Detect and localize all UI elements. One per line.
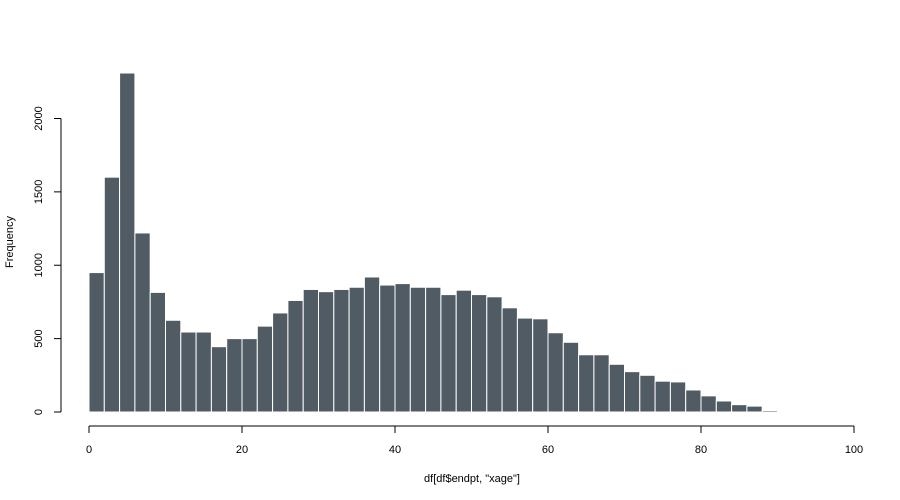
histogram-bar: [685, 389, 702, 413]
histogram-bar: [639, 374, 656, 413]
histogram-bar: [333, 288, 350, 413]
histogram-bar: [149, 291, 166, 413]
histogram-bar: [547, 332, 564, 413]
histogram-bar: [501, 307, 518, 413]
histogram-bar: [287, 299, 304, 413]
histogram-bar: [363, 276, 381, 413]
histogram-bar: [624, 371, 641, 413]
histogram-bar: [593, 354, 610, 413]
histogram-bar: [318, 291, 335, 413]
x-tick-label: 20: [236, 444, 248, 456]
histogram-bar: [394, 283, 411, 413]
histogram-bar: [669, 381, 687, 413]
x-tick-label: 80: [695, 444, 707, 456]
histogram-bar: [486, 296, 503, 413]
x-tick-label: 0: [86, 444, 92, 456]
histogram-bar: [471, 294, 488, 413]
x-tick-label: 60: [542, 444, 554, 456]
histogram-bar: [578, 354, 595, 413]
histogram-bar: [302, 288, 320, 413]
histogram-bar: [379, 284, 396, 413]
histogram-bar: [119, 72, 136, 413]
x-tick-label: 100: [845, 444, 863, 456]
y-tick-label: 0: [33, 409, 45, 415]
x-axis-title: df[df$endpt, "xage"]: [424, 473, 520, 485]
histogram-bar: [180, 331, 197, 413]
bars-group: [88, 72, 779, 413]
histogram-bar: [562, 341, 580, 413]
histogram-bar: [654, 380, 671, 413]
histogram-bar: [348, 286, 365, 413]
histogram-bar: [746, 405, 763, 413]
y-tick-label: 2000: [33, 106, 45, 130]
histogram-bar: [608, 363, 626, 413]
histogram-bar: [241, 338, 258, 413]
histogram-bar: [103, 176, 121, 413]
histogram-bar: [440, 294, 457, 413]
histogram-bar: [134, 232, 151, 413]
histogram-bar: [731, 404, 748, 413]
histogram-bar: [165, 319, 182, 413]
histogram-bar: [700, 395, 717, 413]
histogram-bar: [455, 289, 473, 413]
histogram-bar: [516, 317, 534, 413]
histogram-bar: [761, 410, 779, 413]
y-tick-label: 500: [33, 329, 45, 347]
histogram-bar: [532, 318, 549, 413]
histogram-bar: [425, 286, 442, 413]
histogram-bar: [715, 400, 733, 413]
x-axis-ticks: 0 20 40 60 80 100: [86, 426, 863, 456]
histogram-bar: [88, 272, 105, 413]
x-tick-label: 40: [389, 444, 401, 456]
y-tick-label: 1000: [33, 253, 45, 277]
y-axis-title: Frequency: [4, 216, 16, 268]
histogram-bar: [272, 312, 289, 413]
histogram-bar: [256, 325, 274, 413]
histogram-bar: [210, 346, 228, 413]
histogram-bar: [195, 331, 212, 413]
y-tick-label: 1500: [33, 180, 45, 204]
histogram-bar: [226, 338, 243, 413]
y-axis-ticks: 0 500 1000 1500 2000: [33, 106, 61, 415]
histogram-bar: [409, 286, 427, 413]
